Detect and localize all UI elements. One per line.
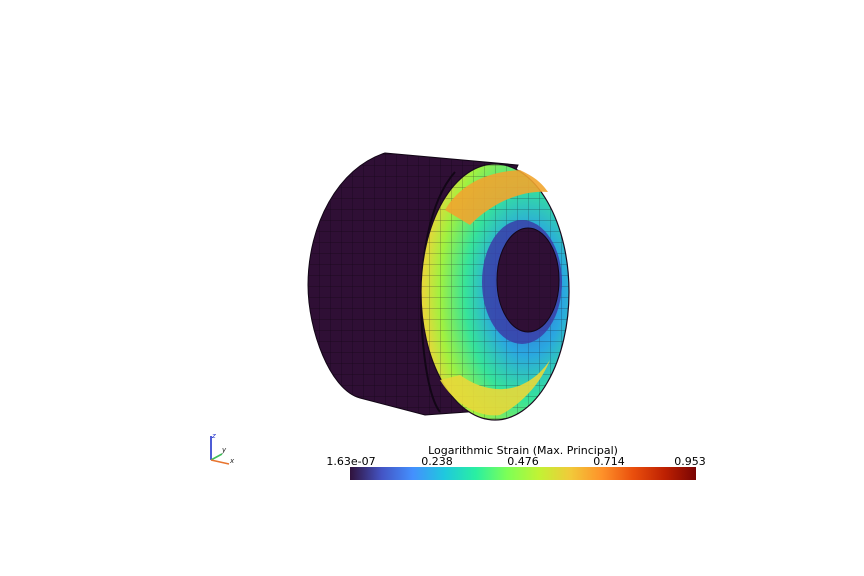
colorbar — [350, 467, 696, 480]
colorbar-tick: 1.63e-07 — [326, 455, 376, 468]
colorbar-title: Logarithmic Strain (Max. Principal) — [428, 444, 618, 457]
inner-bore — [482, 220, 562, 344]
colorbar-tick: 0.476 — [507, 455, 539, 468]
x-axis-arrow — [210, 459, 230, 465]
colorbar-tick: 0.953 — [674, 455, 706, 468]
colorbar-tick: 0.714 — [593, 455, 625, 468]
y-axis-label: y — [221, 446, 227, 454]
x-axis-label: x — [229, 457, 235, 465]
y-axis-arrow — [210, 453, 223, 461]
orientation-axes[interactable]: z y x — [205, 430, 245, 470]
z-axis-label: z — [211, 432, 216, 440]
colorbar-tick: 0.238 — [421, 455, 453, 468]
